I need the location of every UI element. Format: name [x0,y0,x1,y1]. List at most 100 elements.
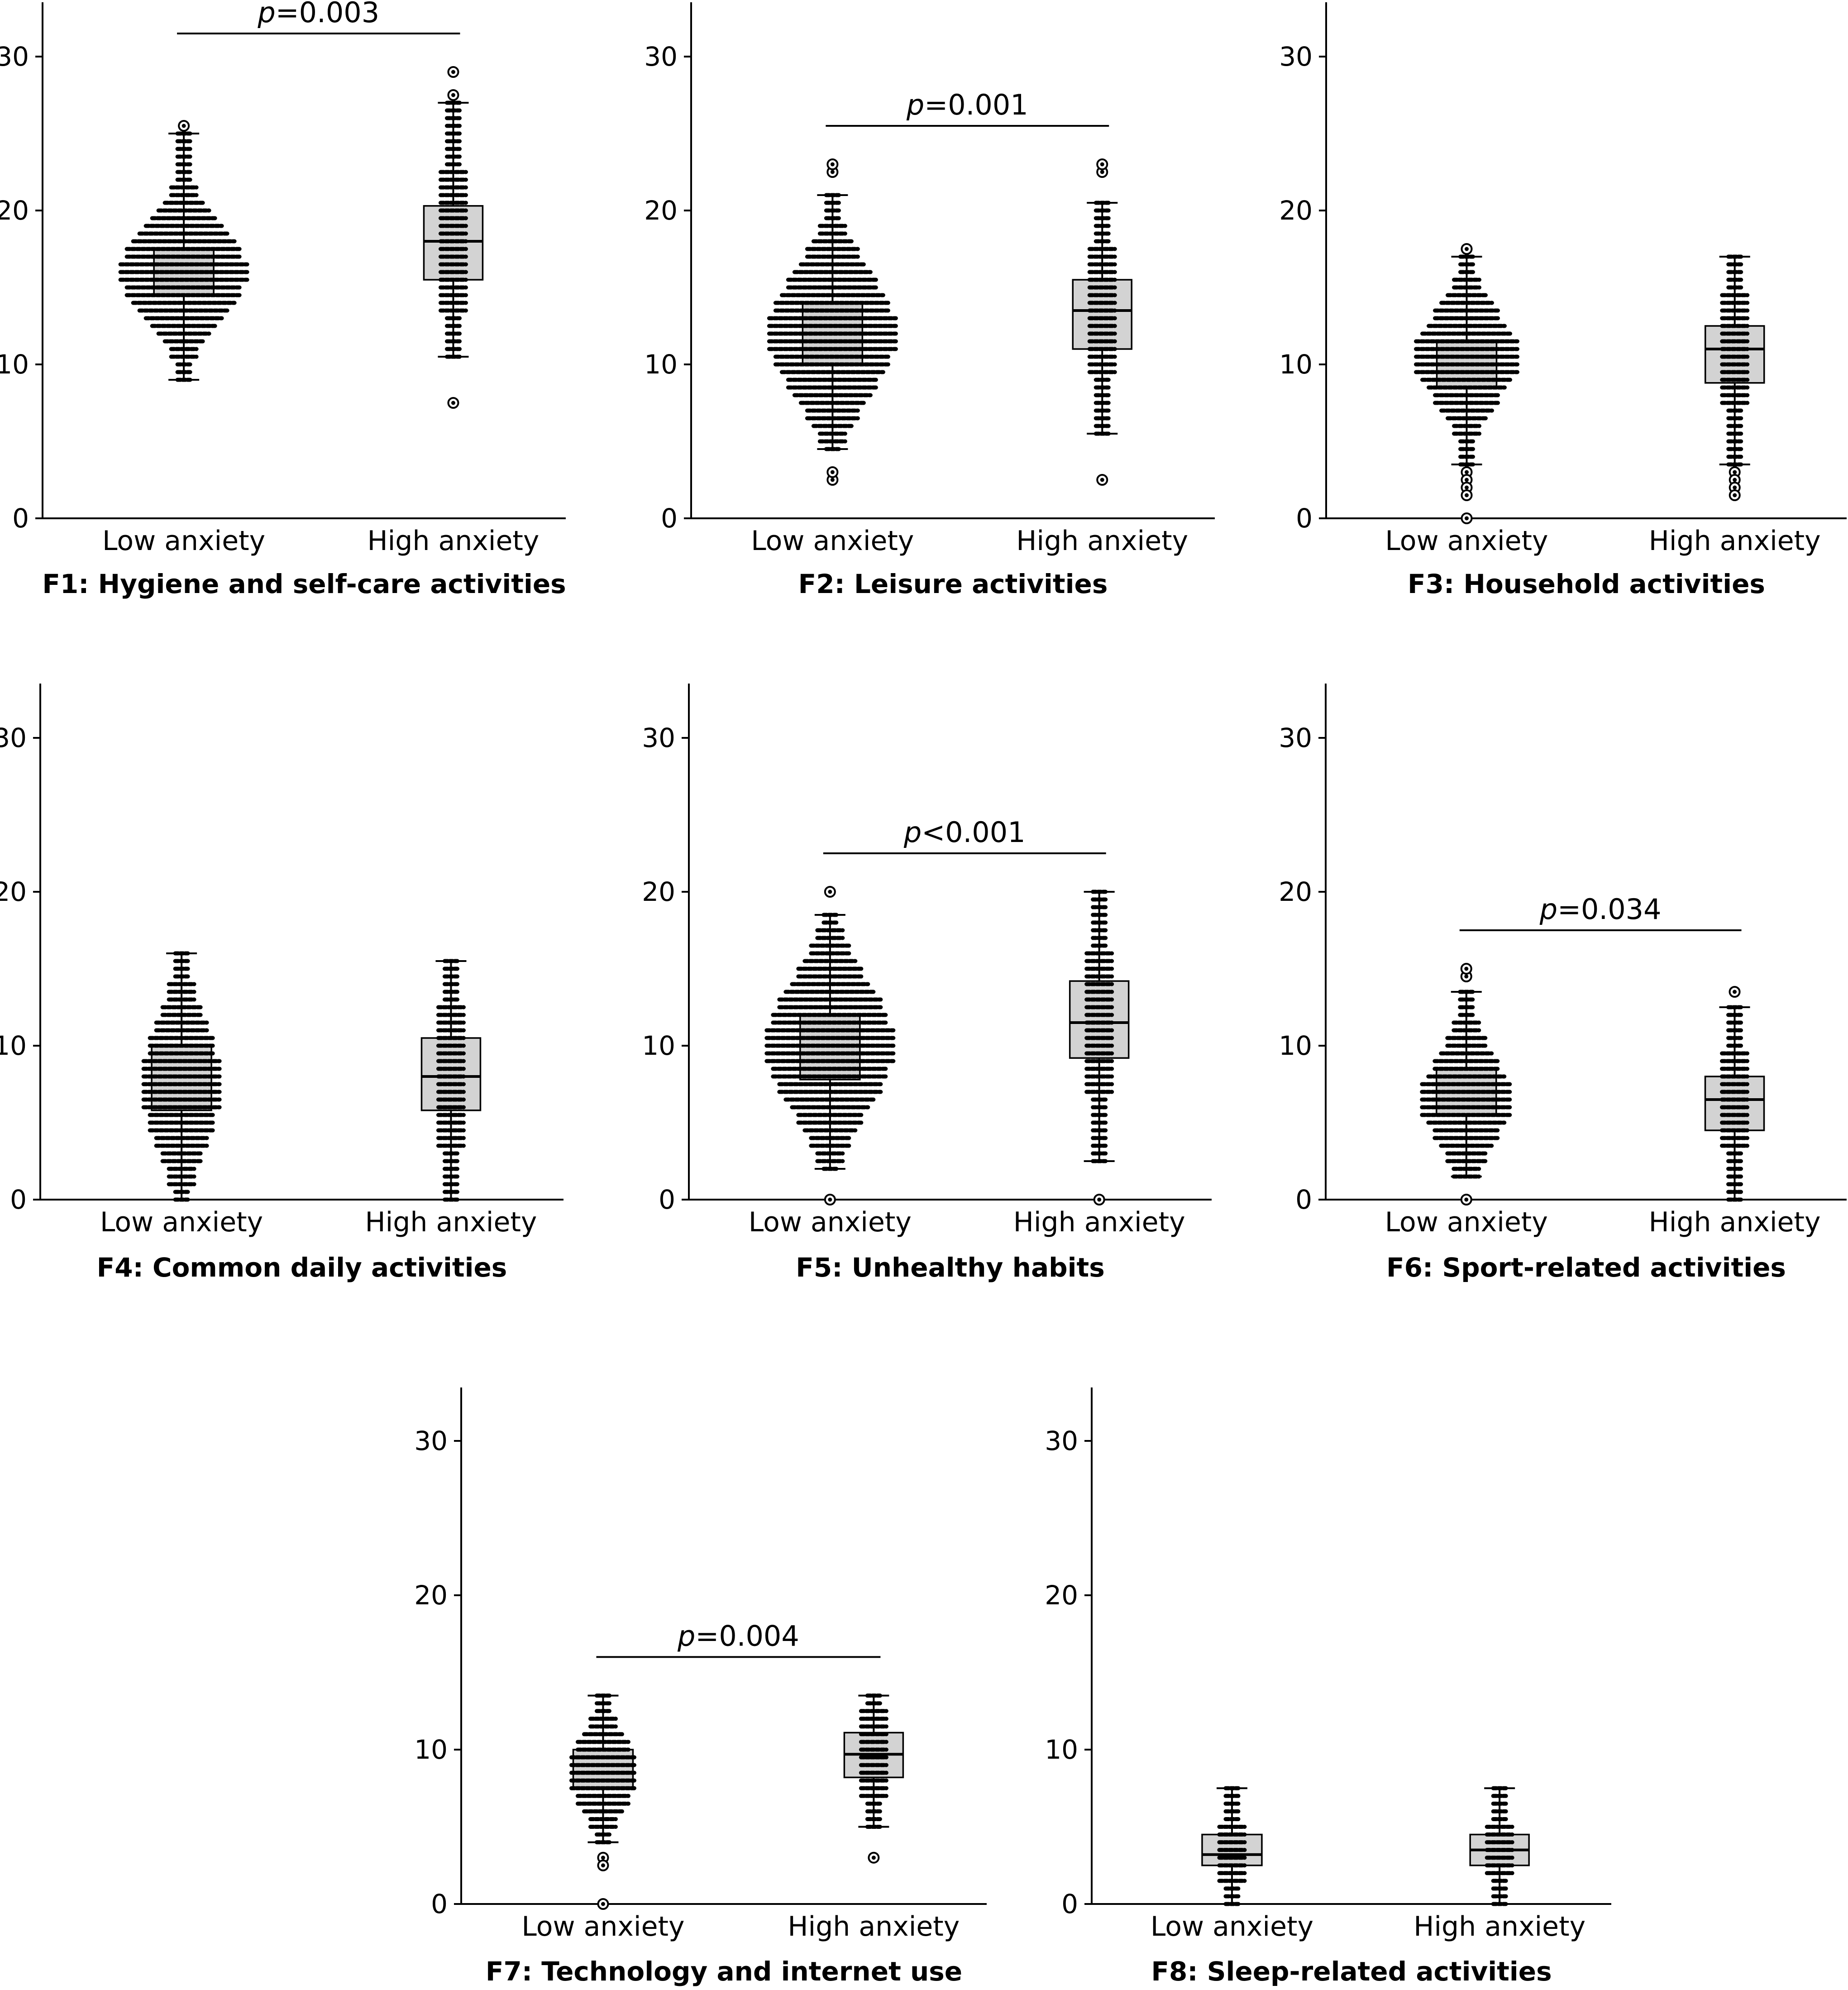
y-tick-label: 10 [642,1030,675,1061]
panel-title: F6: Sport-related activities [1386,1252,1786,1283]
p-value-symbol: p [1539,893,1557,926]
outlier-point-center [451,70,455,74]
outlier-point-center [601,1863,605,1868]
group-low-anxiety [118,120,249,382]
p-value-symbol: p [257,0,275,29]
outlier-point-center [181,124,186,128]
outlier-point-center [871,1856,876,1860]
x-category-label: Low anxiety [1385,525,1548,557]
group-high-anxiety [1469,1786,1530,1906]
x-category-label: High anxiety [365,1206,537,1238]
outlier-point-center [830,470,835,474]
outlier-point-center [1733,470,1737,474]
group-low-anxiety [1420,963,1513,1205]
box-iqr [420,1037,482,1111]
group-low-anxiety [767,158,898,486]
x-category-label: High anxiety [1016,525,1188,557]
outlier-point-center [830,170,835,174]
p-value-label: p<0.001 [903,816,1026,849]
y-tick-label: 0 [10,1184,27,1215]
outlier-point-center [830,478,835,482]
outlier-point-center [1100,170,1104,174]
group-high-anxiety [843,1693,904,1864]
y-tick-label: 10 [0,1030,27,1061]
panel-title: F8: Sleep-related activities [1151,1956,1552,1987]
x-category-label: Low anxiety [751,525,914,557]
p-value-label: p=0.034 [1539,893,1662,926]
outlier-point-center [1464,1197,1469,1202]
y-tick-label: 10 [0,349,29,380]
panel-8: 0 10 20 30 Low anxiety High anxiety F8: Sleep-… [1045,1387,1611,1987]
p-value-symbol: p [906,88,924,121]
outlier-point-center [1465,516,1469,521]
y-tick-label: 0 [661,503,678,534]
group-low-anxiety [569,1693,637,1910]
panel-title: F4: Common daily activities [97,1252,507,1283]
panel-4: 0 10 20 30 Low anxiety High anxiety F4: Common… [0,684,563,1283]
outlier-point-center [1465,485,1469,490]
outlier-point-center [1733,493,1737,498]
group-high-anxiety [1072,158,1132,486]
panel-6: 0 10 20 30 Low anxiety High anxiety F6: Sport-… [1279,684,1847,1283]
y-tick-label: 10 [1279,349,1313,380]
outlier-point-center [1465,247,1469,251]
y-tick-label: 30 [1045,1426,1078,1456]
p-value-number: =0.034 [1557,893,1661,926]
outlier-point-center [1464,974,1469,979]
y-tick-label: 30 [0,41,29,72]
outlier-point-center [601,1856,605,1860]
group-low-anxiety [1414,243,1519,524]
y-tick-label: 20 [1045,1580,1078,1611]
outlier-point-center [1100,478,1104,482]
p-value-label: p=0.001 [906,88,1028,121]
panel-1: 0 10 20 30 Low anxiety High anxiety F1: Hygien… [0,0,566,599]
y-tick-label: 0 [1296,503,1313,534]
outlier-point-center [828,1197,832,1202]
y-tick-label: 30 [1279,722,1312,753]
outlier-point-center [1733,485,1737,490]
outlier-point-center [1465,470,1469,474]
y-tick-label: 10 [1279,1030,1312,1061]
p-value-number: =0.004 [695,1619,799,1652]
p-value-label: p=0.003 [257,0,379,29]
y-tick-label: 30 [414,1426,448,1456]
outlier-point-center [1100,162,1104,167]
panel-title: F3: Household activities [1408,569,1765,599]
x-category-label: High anxiety [788,1911,960,1942]
panel-title: F7: Technology and internet use [486,1956,962,1987]
x-category-label: High anxiety [368,525,540,557]
y-tick-label: 20 [0,195,29,226]
outlier-point-center [1097,1197,1102,1202]
panel-title: F2: Leisure activities [798,569,1108,599]
x-category-label: Low anxiety [102,525,265,557]
y-tick-label: 0 [431,1889,448,1919]
y-tick-label: 20 [1279,876,1312,907]
y-tick-label: 30 [642,722,675,753]
y-tick-label: 30 [644,41,678,72]
outlier-point-center [451,401,455,405]
panel-title: F5: Unhealthy habits [796,1252,1105,1283]
outlier-point-center [828,890,832,894]
group-high-anxiety [423,66,484,409]
panel-3: 0 10 20 30 Low anxiety High anxiety F3: Househ… [1279,2,1847,599]
outlier-point-center [451,93,455,97]
y-tick-label: 20 [642,876,675,907]
group-high-anxiety [1069,890,1130,1205]
panel-title: F1: Hygiene and self-care activities [42,569,566,599]
y-tick-label: 0 [1295,1184,1312,1215]
group-low-anxiety [141,951,222,1202]
group-high-anxiety [1705,254,1765,501]
y-tick-label: 20 [0,876,27,907]
y-tick-label: 10 [644,349,678,380]
panel-2: 0 10 20 30 Low anxiety High anxiety F2: Leisur… [644,2,1215,599]
x-category-label: High anxiety [1013,1206,1185,1238]
panel-7: 0 10 20 30 Low anxiety High anxiety F7: Techno… [414,1387,987,1987]
y-tick-label: 0 [1061,1889,1078,1919]
outlier-point-center [1465,493,1469,498]
p-value-label: p=0.004 [677,1619,799,1652]
group-high-anxiety [420,959,482,1202]
y-tick-label: 0 [12,503,29,534]
x-category-label: Low anxiety [1385,1206,1548,1238]
outlier-point-center [1464,966,1469,971]
x-category-label: Low anxiety [1151,1911,1313,1942]
